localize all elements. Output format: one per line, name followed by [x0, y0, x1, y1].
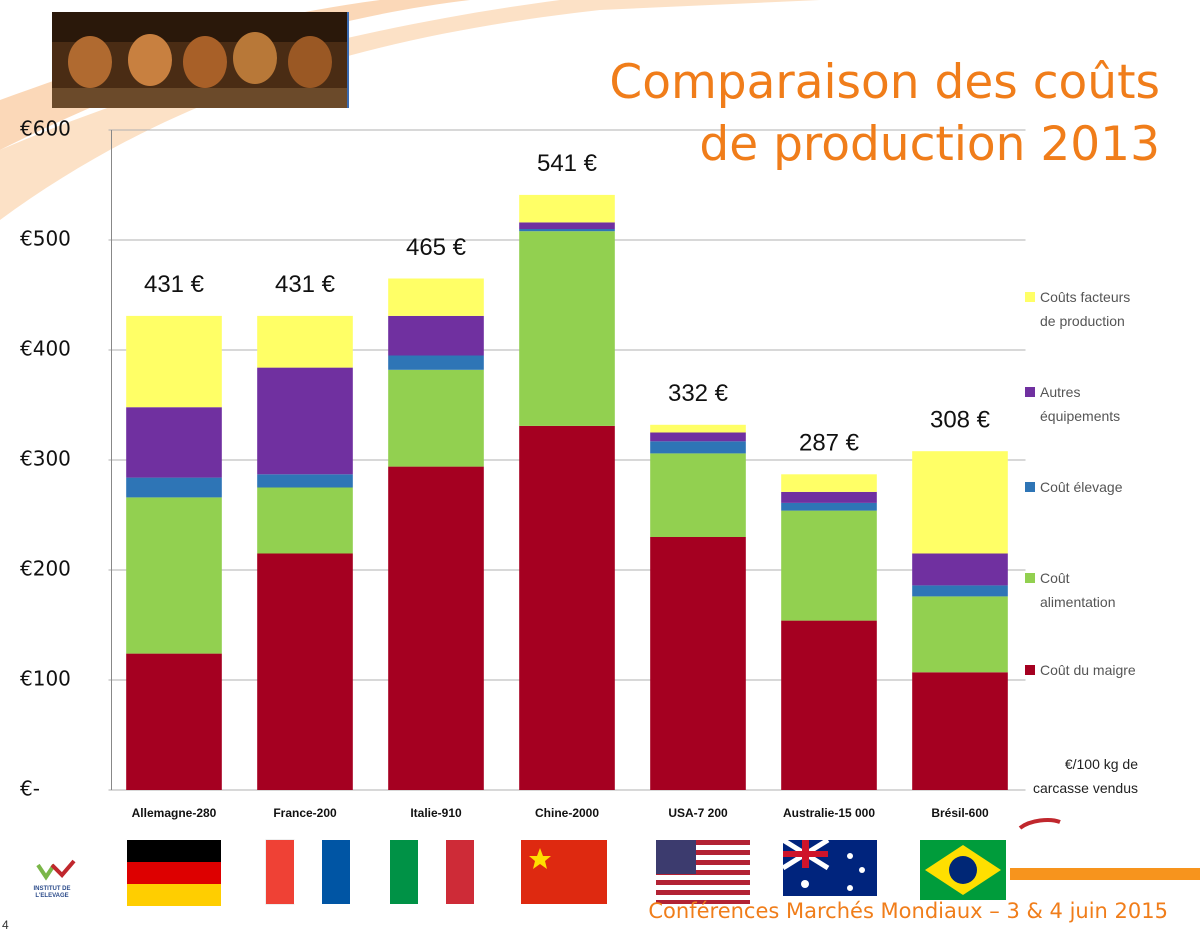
- bar-segment: [912, 672, 1008, 790]
- background-swoosh: [0, 0, 820, 220]
- legend-swatch: [1025, 573, 1035, 583]
- bar-segment: [781, 620, 877, 790]
- x-tick-label: France-200: [273, 806, 337, 820]
- bar-segment: [519, 231, 615, 426]
- photo: [52, 12, 349, 108]
- legend-swatch: [1025, 292, 1035, 302]
- bar-segment: [257, 553, 353, 790]
- bar-segment: [650, 453, 746, 537]
- bar-segment: [781, 474, 877, 492]
- bar-segment: [388, 355, 484, 370]
- y-tick-label: €-: [20, 777, 40, 801]
- bar-segment: [650, 424, 746, 433]
- x-tick-label: Brésil-600: [931, 806, 989, 820]
- chart-title: Comparaison des coûts de production 2013: [609, 55, 1160, 172]
- legend-label: Coût du maigre: [1040, 662, 1136, 678]
- legend-swatch: [1025, 665, 1035, 675]
- total-label: 431 €: [144, 271, 205, 298]
- bar-segment: [388, 369, 484, 467]
- legend-swatch: [1025, 482, 1035, 492]
- total-label: 541 €: [537, 150, 598, 177]
- bar-segment: [519, 194, 615, 223]
- bar-segment: [126, 407, 222, 478]
- bar-segment: [519, 229, 615, 232]
- logo-text: INSTITUT DE L'ELEVAGE: [33, 886, 71, 899]
- bar-segment: [257, 474, 353, 488]
- bar-segment: [257, 315, 353, 368]
- bar-segment: [126, 653, 222, 790]
- page-number: 4: [2, 918, 9, 930]
- bar-segment: [650, 441, 746, 454]
- bar-segment: [126, 477, 222, 498]
- legend-label: Coût alimentation: [1040, 570, 1116, 610]
- flags: [127, 837, 1200, 906]
- x-tick-label: Allemagne-280: [132, 806, 217, 820]
- legend-label: Coût élevage: [1040, 479, 1123, 495]
- x-tick-label: USA-7 200: [668, 806, 728, 820]
- legend-label: Autres équipements: [1040, 384, 1121, 424]
- logo: [36, 818, 1061, 881]
- x-tick-label: Australie-15 000: [783, 806, 875, 820]
- y-tick-label: €600: [20, 117, 71, 141]
- y-tick-label: €200: [20, 557, 71, 581]
- x-tick-label: Chine-2000: [535, 806, 599, 820]
- bar-segment: [126, 497, 222, 654]
- bar-segment: [650, 537, 746, 790]
- bar-segment: [650, 432, 746, 442]
- total-label: 431 €: [275, 271, 336, 298]
- total-label: 332 €: [668, 380, 729, 407]
- bar-segment: [781, 510, 877, 621]
- y-tick-label: €500: [20, 227, 71, 251]
- y-tick-label: €300: [20, 447, 71, 471]
- y-tick-label: €100: [20, 667, 71, 691]
- bar-segment: [519, 425, 615, 790]
- total-label: 308 €: [930, 407, 991, 434]
- bar-segment: [388, 278, 484, 316]
- x-tick-label: Italie-910: [410, 806, 462, 820]
- bar-segment: [912, 585, 1008, 597]
- total-label: 465 €: [406, 234, 467, 261]
- bar-segment: [388, 466, 484, 790]
- bar-segment: [388, 315, 484, 356]
- footer: Conférences Marchés Mondiaux – 3 & 4 jui…: [648, 899, 1168, 923]
- legend-label: Coûts facteurs de production: [1040, 289, 1131, 329]
- y-tick-label: €400: [20, 337, 71, 361]
- bar-segment: [912, 553, 1008, 586]
- bar-segment: [781, 502, 877, 511]
- bar-segment: [126, 315, 222, 408]
- bar-segment: [781, 491, 877, 503]
- total-label: 287 €: [799, 430, 860, 457]
- bar-segment: [912, 596, 1008, 673]
- bar-segment: [257, 367, 353, 475]
- bar-segment: [912, 451, 1008, 554]
- bar-segment: [519, 222, 615, 229]
- legend-swatch: [1025, 387, 1035, 397]
- unit-note: €/100 kg de carcasse vendus: [1032, 756, 1138, 796]
- bar-segment: [257, 487, 353, 554]
